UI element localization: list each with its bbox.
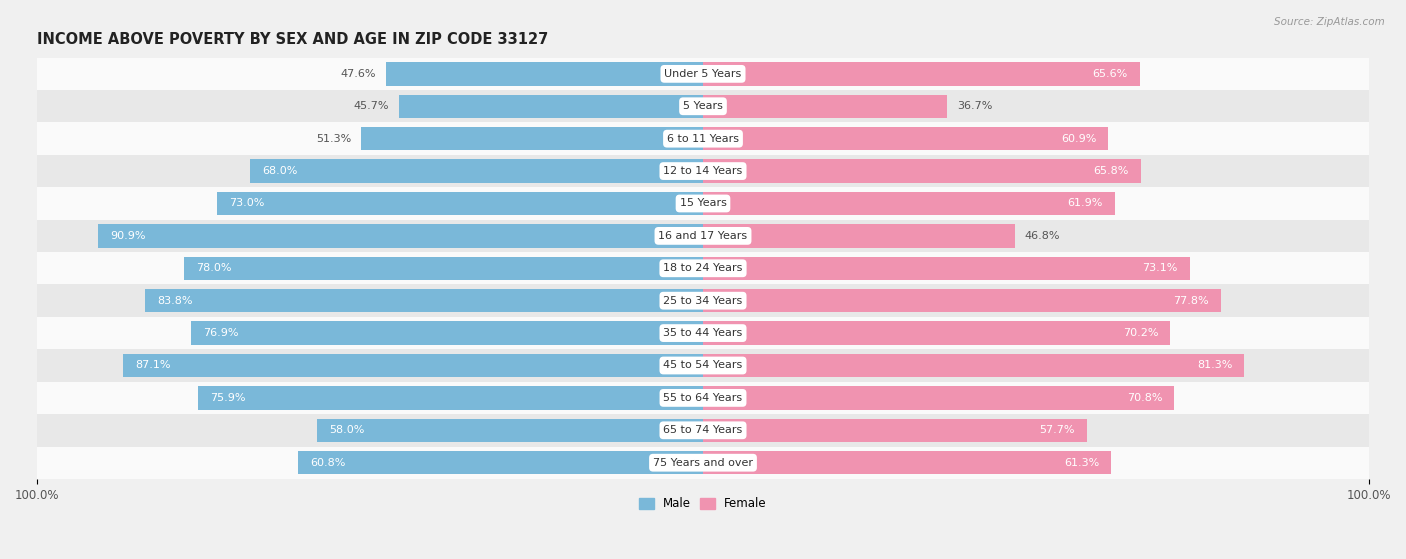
Text: 47.6%: 47.6% [340, 69, 377, 79]
Bar [184, 257, 703, 280]
Bar [217, 192, 703, 215]
Text: 36.7%: 36.7% [957, 101, 993, 111]
Bar [37, 187, 1369, 220]
Bar [703, 127, 1108, 150]
Bar [399, 94, 703, 118]
Text: 73.1%: 73.1% [1142, 263, 1178, 273]
Bar [37, 382, 1369, 414]
Text: 68.0%: 68.0% [263, 166, 298, 176]
Text: 46.8%: 46.8% [1025, 231, 1060, 241]
Text: 18 to 24 Years: 18 to 24 Years [664, 263, 742, 273]
Bar [703, 159, 1142, 183]
Bar [37, 447, 1369, 479]
Bar [124, 354, 703, 377]
Text: 12 to 14 Years: 12 to 14 Years [664, 166, 742, 176]
Bar [250, 159, 703, 183]
Text: 65 to 74 Years: 65 to 74 Years [664, 425, 742, 435]
Text: 75 Years and over: 75 Years and over [652, 458, 754, 468]
Bar [37, 285, 1369, 317]
Bar [703, 62, 1140, 86]
Text: 61.9%: 61.9% [1067, 198, 1104, 209]
Text: 55 to 64 Years: 55 to 64 Years [664, 393, 742, 403]
Text: Under 5 Years: Under 5 Years [665, 69, 741, 79]
Bar [298, 451, 703, 475]
Text: 61.3%: 61.3% [1064, 458, 1099, 468]
Bar [145, 289, 703, 312]
Text: 5 Years: 5 Years [683, 101, 723, 111]
Bar [703, 354, 1244, 377]
Bar [37, 220, 1369, 252]
Bar [703, 451, 1111, 475]
Text: 45.7%: 45.7% [353, 101, 389, 111]
Bar [191, 321, 703, 345]
Text: 60.8%: 60.8% [311, 458, 346, 468]
Bar [703, 289, 1220, 312]
Bar [198, 386, 703, 410]
Text: 25 to 34 Years: 25 to 34 Years [664, 296, 742, 306]
Text: 83.8%: 83.8% [157, 296, 193, 306]
Text: 57.7%: 57.7% [1039, 425, 1076, 435]
Text: 65.6%: 65.6% [1092, 69, 1128, 79]
Text: 70.2%: 70.2% [1123, 328, 1159, 338]
Bar [703, 386, 1174, 410]
Text: 6 to 11 Years: 6 to 11 Years [666, 134, 740, 144]
Text: INCOME ABOVE POVERTY BY SEX AND AGE IN ZIP CODE 33127: INCOME ABOVE POVERTY BY SEX AND AGE IN Z… [37, 32, 548, 47]
Bar [37, 252, 1369, 285]
Text: 90.9%: 90.9% [110, 231, 145, 241]
Bar [37, 58, 1369, 90]
Bar [37, 317, 1369, 349]
Text: 77.8%: 77.8% [1174, 296, 1209, 306]
Text: Source: ZipAtlas.com: Source: ZipAtlas.com [1274, 17, 1385, 27]
Bar [37, 414, 1369, 447]
Bar [361, 127, 703, 150]
Text: 15 Years: 15 Years [679, 198, 727, 209]
Text: 73.0%: 73.0% [229, 198, 264, 209]
Text: 45 to 54 Years: 45 to 54 Years [664, 361, 742, 371]
Text: 35 to 44 Years: 35 to 44 Years [664, 328, 742, 338]
Bar [703, 224, 1015, 248]
Bar [387, 62, 703, 86]
Text: 70.8%: 70.8% [1126, 393, 1163, 403]
Bar [703, 321, 1170, 345]
Bar [703, 257, 1189, 280]
Bar [703, 419, 1087, 442]
Text: 76.9%: 76.9% [202, 328, 239, 338]
Text: 16 and 17 Years: 16 and 17 Years [658, 231, 748, 241]
Text: 60.9%: 60.9% [1062, 134, 1097, 144]
Bar [37, 155, 1369, 187]
Legend: Male, Female: Male, Female [634, 492, 772, 515]
Text: 81.3%: 81.3% [1197, 361, 1232, 371]
Bar [98, 224, 703, 248]
Text: 51.3%: 51.3% [316, 134, 352, 144]
Text: 75.9%: 75.9% [209, 393, 245, 403]
Bar [703, 192, 1115, 215]
Bar [37, 349, 1369, 382]
Bar [37, 122, 1369, 155]
Bar [703, 94, 948, 118]
Text: 65.8%: 65.8% [1094, 166, 1129, 176]
Bar [37, 90, 1369, 122]
Text: 87.1%: 87.1% [135, 361, 170, 371]
Text: 58.0%: 58.0% [329, 425, 364, 435]
Text: 78.0%: 78.0% [195, 263, 231, 273]
Bar [316, 419, 703, 442]
